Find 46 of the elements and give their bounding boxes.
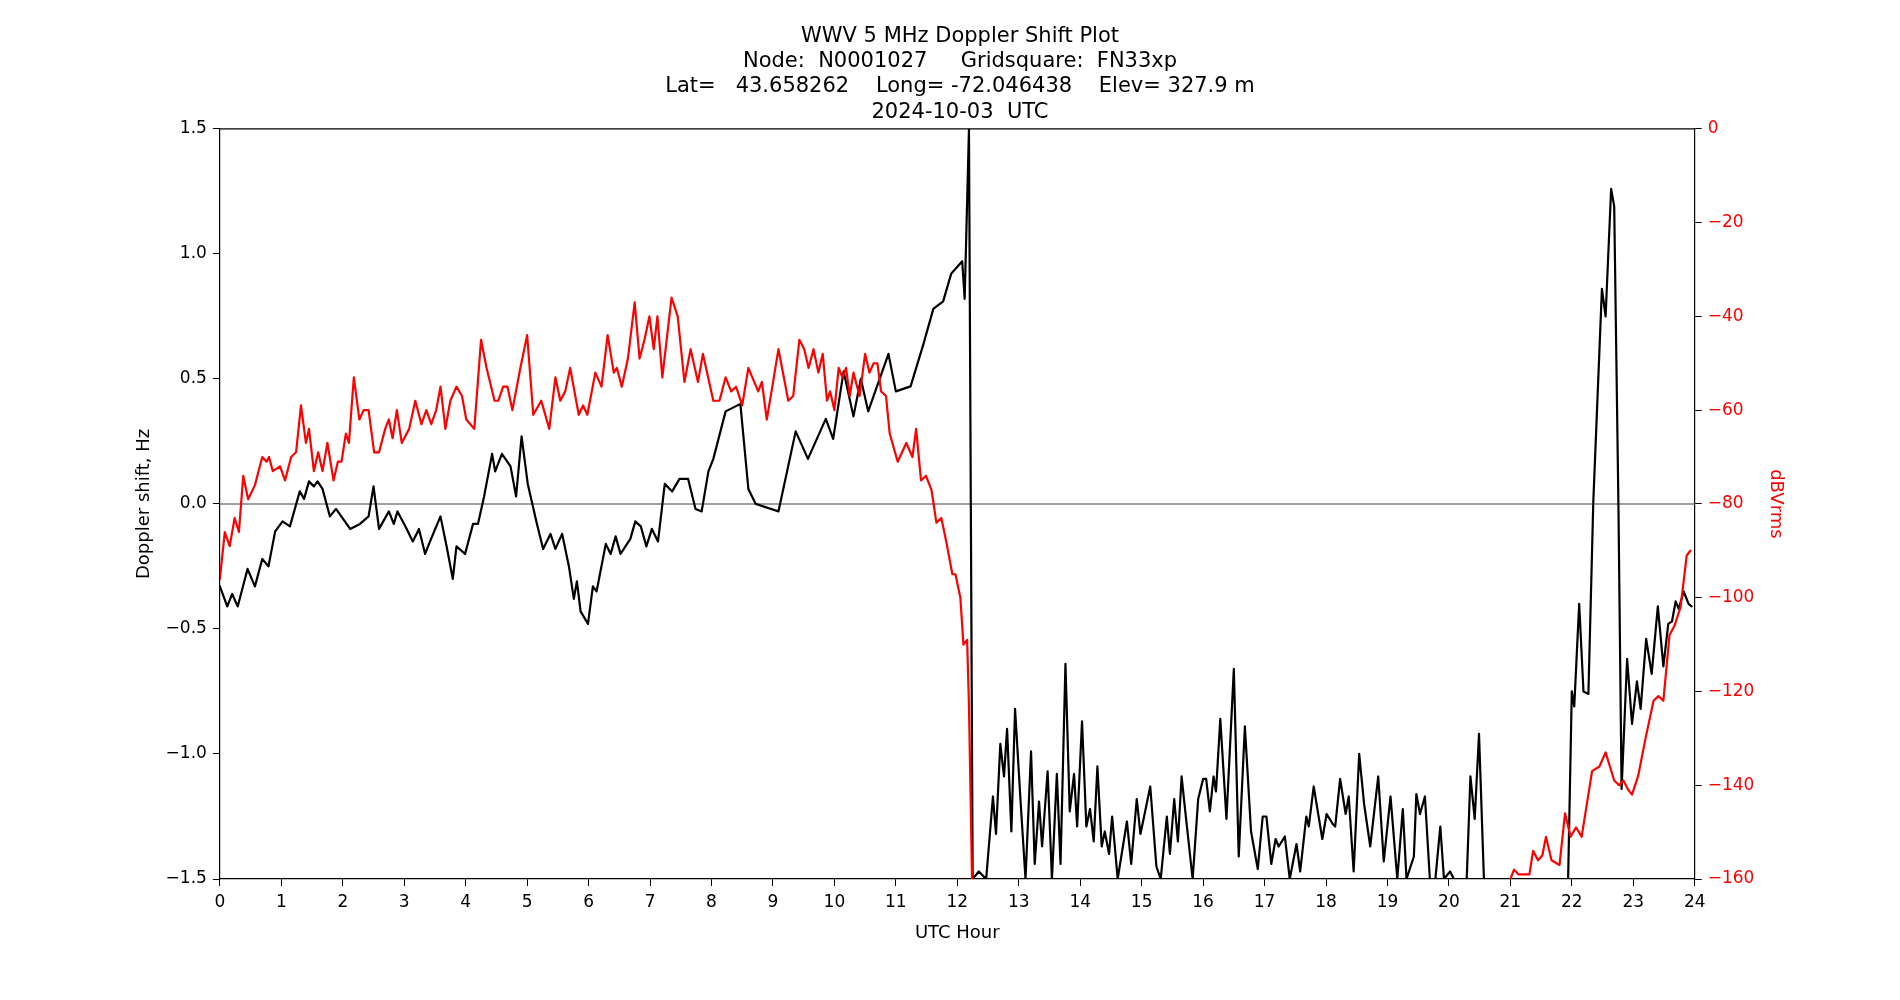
x-tick-label: 5 — [521, 890, 533, 911]
y-tick-label: 1.0 — [179, 242, 207, 263]
y2-tick-label: −120 — [1707, 679, 1755, 700]
x-tick-label: 21 — [1499, 890, 1522, 911]
x-tick-label: 11 — [885, 890, 907, 911]
y2-tick-label: −160 — [1707, 867, 1755, 888]
x-tick-label: 8 — [706, 890, 717, 911]
chart-title: WWV 5 MHz Doppler Shift Plot — [801, 23, 1119, 48]
x-tick-label: 10 — [823, 890, 846, 911]
y-axis-title: Doppler shift, Hz — [132, 428, 154, 580]
x-tick-label: 6 — [583, 890, 594, 911]
x-tick-label: 24 — [1683, 890, 1706, 911]
x-axis-title: UTC Hour — [914, 920, 1001, 942]
x-tick-label: 14 — [1069, 890, 1092, 911]
y-tick-label: −0.5 — [165, 617, 207, 638]
y2-tick-label: −100 — [1707, 586, 1755, 607]
x-tick-label: 1 — [275, 890, 287, 911]
x-tick-label: 15 — [1130, 890, 1153, 911]
x-tick-label: 17 — [1253, 890, 1276, 911]
x-tick-label: 3 — [398, 890, 410, 911]
y-tick-label: 1.5 — [179, 117, 207, 138]
x-tick-label: 23 — [1622, 890, 1645, 911]
y2-tick-label: 0 — [1707, 117, 1719, 138]
x-tick-label: 22 — [1560, 890, 1583, 911]
x-tick-label: 12 — [946, 890, 969, 911]
y2-tick-label: −80 — [1707, 492, 1744, 513]
y-tick-label: 0.5 — [179, 367, 207, 388]
y2-tick-label: −20 — [1707, 211, 1744, 231]
x-tick-label: 13 — [1007, 890, 1030, 911]
y-tick-label: −1.0 — [165, 742, 207, 763]
y2-tick-label: −40 — [1707, 304, 1744, 325]
x-tick-label: 2 — [337, 890, 349, 911]
x-tick-label: 19 — [1376, 890, 1399, 911]
y-tick-label: −1.5 — [165, 867, 207, 888]
y2-tick-label: −140 — [1707, 773, 1755, 794]
x-tick-label: 16 — [1192, 890, 1214, 911]
y-tick-label: 0.0 — [179, 492, 207, 513]
x-tick-label: 9 — [767, 890, 779, 911]
x-tick-label: 0 — [214, 890, 226, 911]
y2-axis-title: dBVrms — [1766, 469, 1788, 539]
x-tick-label: 18 — [1315, 890, 1337, 911]
y2-tick-label: −60 — [1707, 398, 1744, 419]
x-tick-label: 20 — [1438, 890, 1460, 911]
x-tick-label: 4 — [460, 890, 472, 911]
x-tick-label: 7 — [644, 890, 656, 911]
chart-subtitle: Node: N0001027 Gridsquare: FN33xp Lat= 43.658262 Long= -72.046438 Elev= 327.9 m 2024-10-03 UTC — [665, 48, 1255, 123]
